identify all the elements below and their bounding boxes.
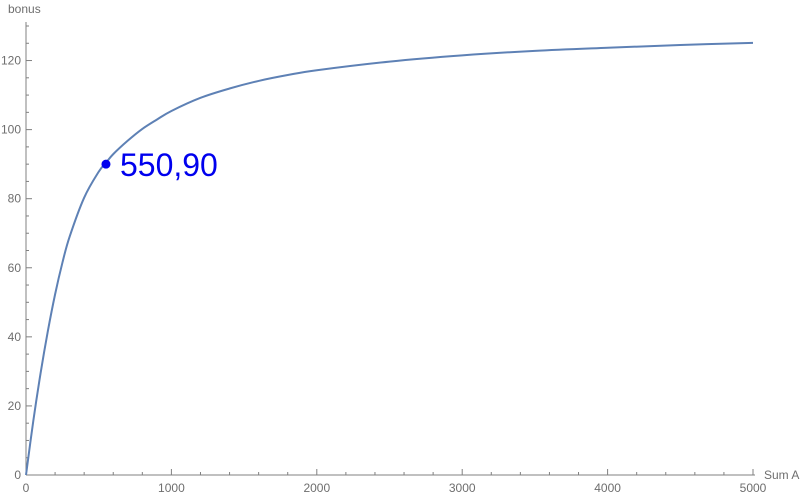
y-tick-label: 100: [1, 123, 21, 137]
series-line: [25, 41, 754, 476]
y-tick-label: 40: [8, 330, 22, 344]
x-tick-label: 0: [23, 481, 30, 495]
y-tick-label: 60: [8, 261, 22, 275]
y-tick-label: 0: [14, 468, 21, 482]
x-tick-label: 2000: [303, 481, 330, 495]
x-tick-label: 5000: [740, 481, 767, 495]
y-tick-label: 20: [8, 399, 22, 413]
y-axis-title: bonus: [8, 2, 41, 16]
y-tick-label: 80: [8, 192, 22, 206]
annotation-point: [101, 159, 111, 169]
annotation-layer: 550,90: [101, 147, 218, 183]
x-tick-label: 1000: [158, 481, 185, 495]
y-tick-label: 120: [1, 54, 21, 68]
series-layer: [25, 41, 754, 476]
x-axis-title: Sum A: [764, 468, 799, 482]
x-tick-label: 4000: [594, 481, 621, 495]
annotation-label: 550,90: [120, 147, 218, 183]
x-tick-label: 3000: [449, 481, 476, 495]
